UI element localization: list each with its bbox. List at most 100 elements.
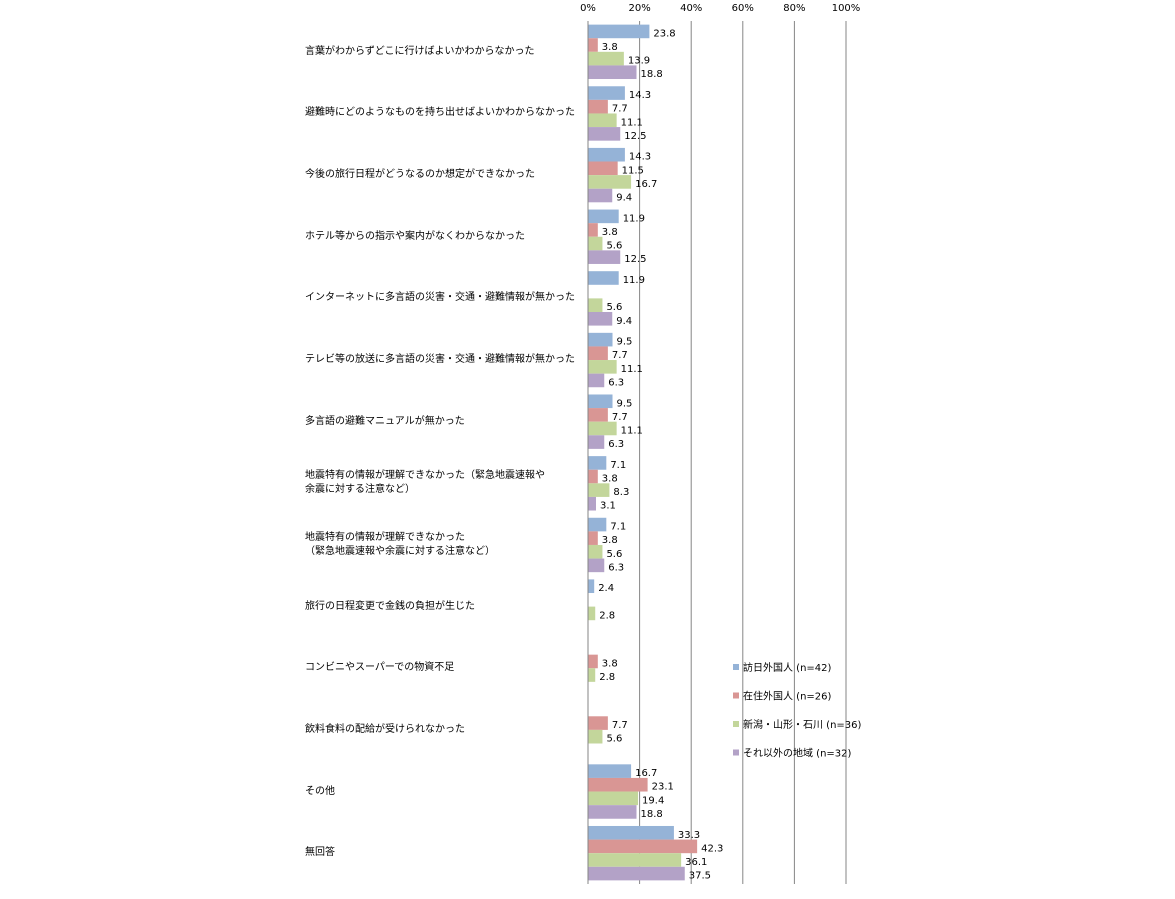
legend-swatch <box>733 721 739 727</box>
bar <box>588 805 637 819</box>
value-label: 33.3 <box>678 830 700 841</box>
bar <box>588 65 637 80</box>
category-label: 地震特有の情報が理解できなかった （緊急地震速報や余震に対する注意など） <box>305 531 495 557</box>
bar <box>588 271 619 285</box>
bar <box>588 839 698 854</box>
value-label: 14.3 <box>629 152 651 163</box>
value-label: 7.1 <box>610 460 626 471</box>
value-label: 16.7 <box>635 179 657 190</box>
value-label: 16.7 <box>635 768 657 779</box>
x-tick-label: 40% <box>680 3 702 14</box>
bar <box>588 853 682 867</box>
value-label: 3.8 <box>602 474 618 485</box>
bar <box>588 421 617 436</box>
bar <box>588 456 607 470</box>
bar <box>588 394 613 409</box>
bar <box>588 558 605 573</box>
bar <box>588 825 674 840</box>
value-label: 2.8 <box>599 672 615 683</box>
value-label: 23.1 <box>652 782 674 793</box>
legend-swatch <box>733 664 739 670</box>
value-label: 11.5 <box>622 165 644 176</box>
category-label: テレビ等の放送に多言語の災害・交通・避難情報が無かった <box>305 354 575 366</box>
category-label: コンビニやスーパーでの物資不足 <box>305 662 455 674</box>
bar <box>588 668 596 682</box>
bar <box>588 188 613 203</box>
value-label: 7.1 <box>610 522 626 533</box>
bar <box>588 469 598 484</box>
value-label: 7.7 <box>612 350 628 361</box>
value-label: 3.8 <box>602 658 618 669</box>
bar <box>588 654 598 669</box>
value-label: 3.8 <box>602 42 618 53</box>
value-label: 5.6 <box>606 549 622 560</box>
value-label: 11.1 <box>621 117 643 128</box>
bar <box>588 332 613 347</box>
bar <box>588 38 598 52</box>
category-label: インターネットに多言語の災害・交通・避難情報が無かった <box>305 292 575 304</box>
bar <box>588 777 648 792</box>
value-label: 11.1 <box>621 364 643 375</box>
bar <box>588 175 632 189</box>
legend-label: 新潟・山形・石川 (n=36) <box>743 718 862 731</box>
value-label: 7.7 <box>612 104 628 115</box>
bar <box>588 223 598 237</box>
value-label: 42.3 <box>701 843 723 854</box>
bar <box>588 346 608 361</box>
legend-swatch <box>733 692 739 699</box>
value-label: 6.3 <box>608 377 624 388</box>
category-label: ホテル等からの指示や案内がなくわからなかった <box>305 230 525 242</box>
bar <box>588 209 619 224</box>
bar <box>588 544 603 559</box>
value-label: 36.1 <box>685 857 707 868</box>
bar <box>588 866 685 881</box>
value-label: 8.3 <box>613 487 629 498</box>
bar <box>588 373 605 388</box>
bar <box>588 298 603 312</box>
bar <box>588 496 596 511</box>
bar <box>588 729 603 744</box>
category-label: 無回答 <box>305 847 335 859</box>
value-label: 11.1 <box>621 425 643 436</box>
value-label: 2.4 <box>598 583 614 594</box>
category-label: 旅行の日程変更で金銭の負担が生じた <box>305 600 475 612</box>
value-label: 13.9 <box>628 56 650 67</box>
category-label: 避難時にどのようなものを持ち出せばよいかわからなかった <box>305 107 575 119</box>
bar <box>588 147 625 162</box>
bar <box>588 51 624 66</box>
bar <box>588 764 632 778</box>
category-label: 言葉がわからずどこに行けばよいかわからなかった <box>305 45 535 57</box>
value-label: 23.8 <box>653 28 675 39</box>
category-label: 飲料食料の配給が受けられなかった <box>305 723 465 735</box>
category-label: 地震特有の情報が理解できなかった（緊急地震速報や 余震に対する注意など） <box>305 470 545 496</box>
value-label: 5.6 <box>606 734 622 745</box>
legend-swatch <box>733 749 739 756</box>
value-label: 11.9 <box>623 213 645 224</box>
bar <box>588 86 625 100</box>
x-tick-label: 100% <box>832 3 861 14</box>
x-tick-label: 80% <box>783 3 805 14</box>
bar <box>588 127 621 141</box>
value-label: 11.9 <box>623 275 645 286</box>
x-tick-label: 60% <box>732 3 754 14</box>
value-label: 5.6 <box>606 302 622 313</box>
value-label: 5.6 <box>606 241 622 252</box>
value-label: 7.7 <box>612 412 628 423</box>
category-label: 多言語の避難マニュアルが無かった <box>305 415 465 427</box>
bar <box>588 311 613 326</box>
x-tick-label: 20% <box>628 3 650 14</box>
value-label: 18.8 <box>641 69 663 80</box>
value-label: 2.8 <box>599 610 615 621</box>
bar <box>588 113 617 128</box>
value-label: 18.8 <box>641 809 663 820</box>
bar <box>588 408 608 422</box>
bar <box>588 483 610 497</box>
category-label: その他 <box>305 785 335 797</box>
value-label: 3.8 <box>602 535 618 546</box>
value-label: 12.5 <box>624 254 646 265</box>
x-tick-label: 0% <box>580 3 596 14</box>
bar <box>588 791 639 806</box>
bar <box>588 236 603 251</box>
